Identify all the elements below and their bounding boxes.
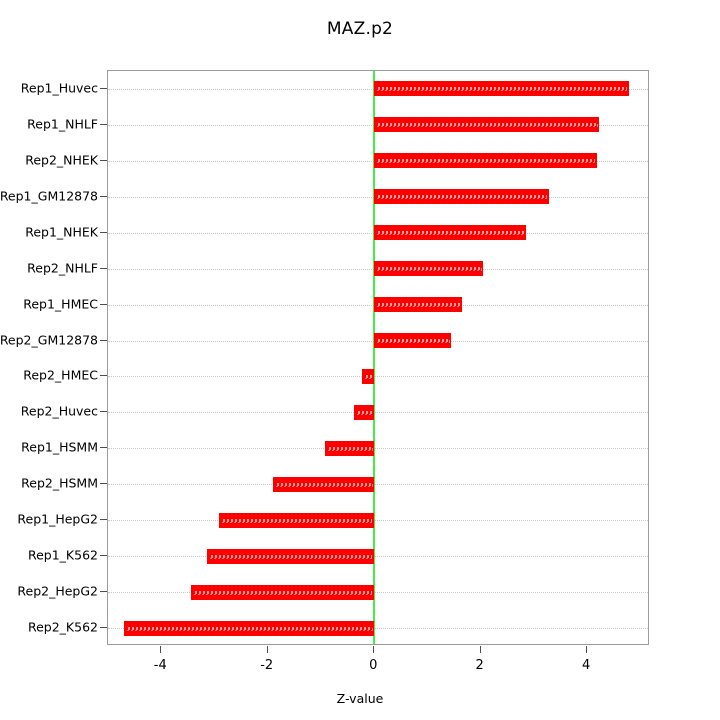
bar [219,512,375,528]
y-axis-tick-label: Rep2_HSMM [21,475,98,491]
y-axis-tick-label: Rep2_NHEK [25,152,98,168]
bar [374,297,463,313]
y-axis-tick-label: Rep2_HepG2 [17,583,98,599]
plot-inner [108,71,648,644]
y-axis-tick-mark [100,159,107,161]
x-axis-tick-label: 0 [369,658,378,673]
y-axis-tick-mark [100,267,107,269]
y-axis-tick-mark [100,483,107,485]
y-axis-tick-mark [100,303,107,305]
gridline [108,376,648,378]
y-axis-tick-mark [100,195,107,197]
x-axis-tick-mark [586,646,588,653]
y-axis-tick-mark [100,339,107,341]
y-axis-tick-label: Rep2_NHLF [27,260,98,276]
bar [374,117,599,133]
bar [191,584,375,600]
y-axis-tick-label: Rep1_GM12878 [0,188,98,204]
x-axis-tick-label: -4 [153,658,167,673]
y-axis-tick-label: Rep1_HMEC [23,296,98,312]
gridline [108,448,648,450]
bar [353,404,375,420]
gridline [108,592,648,594]
bar [361,368,375,384]
y-axis-tick-mark [100,519,107,521]
y-axis-tick-label: Rep2_GM12878 [0,332,98,348]
bar [374,225,526,241]
y-axis-tick-label: Rep1_HepG2 [17,511,98,527]
plot-panel [107,70,649,645]
y-axis-tick-label: Rep2_Huvec [20,403,98,419]
x-axis-tick-label: 2 [475,658,484,673]
x-axis-tick-label: -2 [260,658,274,673]
x-axis-label: Z-value [336,691,384,706]
gridline [108,556,648,558]
y-axis-tick-label: Rep2_HMEC [23,367,98,383]
gridline [108,484,648,486]
x-axis-tick-mark [479,646,481,653]
bar [207,548,375,564]
y-axis-tick-mark [100,627,107,629]
y-axis-tick-mark [100,591,107,593]
chart-title: MAZ.p2 [326,19,394,39]
y-axis-tick-mark [100,555,107,557]
y-axis-tick-mark [100,411,107,413]
y-axis-tick-label: Rep1_NHEK [25,224,98,240]
y-axis-tick-label: Rep1_Huvec [20,80,98,96]
y-axis-tick-labels: Rep1_Huvec Rep1_NHLF Rep2_NHEK Rep1_GM12878… [0,0,98,720]
y-axis-tick-mark [100,231,107,233]
gridline [108,628,648,630]
gridline [108,412,648,414]
x-axis-tick-mark [160,646,162,653]
bar [273,476,375,492]
y-axis-tick-label: Rep1_HSMM [21,439,98,455]
gridline [108,520,648,522]
bar [374,261,484,277]
y-axis-tick-mark [100,87,107,89]
y-axis-tick-mark [100,447,107,449]
y-axis-tick-mark [100,375,107,377]
bar [374,189,550,205]
zero-reference-line [373,71,376,644]
y-axis-tick-marks [100,0,108,720]
x-axis-tick-label: 4 [582,658,591,673]
bar [374,153,598,169]
x-axis-ticks: -4 -2 0 2 4 [0,646,720,686]
y-axis-tick-label: Rep1_NHLF [27,116,98,132]
x-axis-tick-mark [373,646,375,653]
bar [123,620,375,636]
y-axis-tick-mark [100,123,107,125]
y-axis-tick-label: Rep2_K562 [27,619,98,635]
bar [374,81,630,97]
y-axis-tick-label: Rep1_K562 [27,547,98,563]
bar [325,440,375,456]
bar [374,333,452,349]
x-axis-tick-mark [266,646,268,653]
